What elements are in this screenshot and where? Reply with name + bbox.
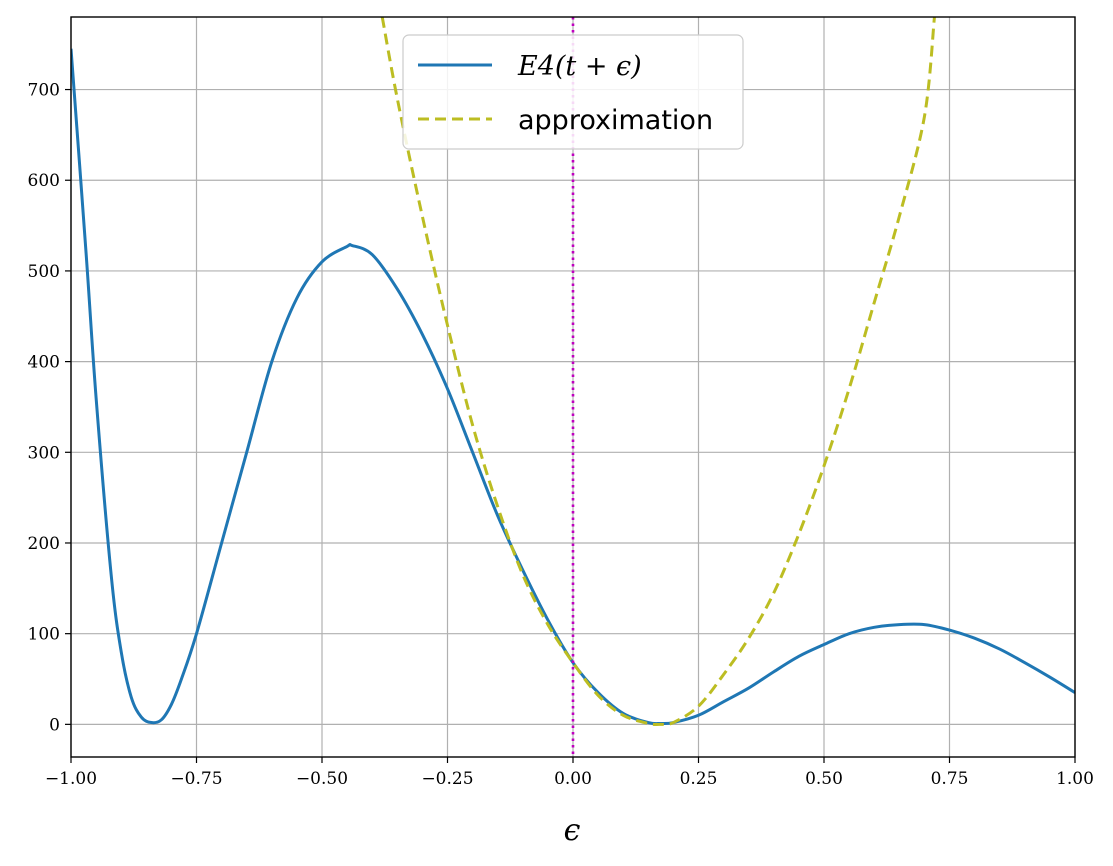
- legend: E4(t + ϵ) approximation: [402, 34, 744, 150]
- y-tick-label: 200: [28, 534, 60, 554]
- x-tick-label: −0.75: [170, 769, 222, 789]
- y-tick-label: 500: [28, 262, 60, 282]
- y-tick-label: 100: [28, 625, 60, 645]
- y-tick-label: 700: [28, 81, 60, 101]
- x-tick-label: −0.25: [421, 769, 473, 789]
- y-tick-label: 600: [28, 171, 60, 191]
- legend-label-series-1: E4(t + ϵ): [517, 51, 642, 82]
- x-tick-label: 1.00: [1056, 769, 1094, 789]
- x-tick-label: −1.00: [45, 769, 97, 789]
- x-ticks: −1.00 −0.75 −0.50 −0.25 0.00 0.25 0.50 0.75 1.00: [45, 757, 1094, 789]
- y-tick-label: 300: [28, 443, 60, 463]
- series-line-1: [71, 48, 1075, 726]
- legend-label-series-2: approximation: [518, 105, 713, 136]
- x-tick-label: 0.75: [931, 769, 969, 789]
- x-tick-label: 0.25: [680, 769, 718, 789]
- x-tick-label: 0.00: [554, 769, 592, 789]
- y-tick-label: 400: [28, 353, 60, 373]
- y-ticks: 0 100 200 300 400 500 600 700: [28, 81, 71, 735]
- x-axis-label: ϵ: [564, 813, 581, 848]
- series-layer: [71, 17, 1075, 727]
- y-tick-label: 0: [49, 715, 60, 735]
- x-tick-label: −0.50: [296, 769, 348, 789]
- x-tick-label: 0.50: [805, 769, 843, 789]
- series-line-2: [380, 17, 936, 727]
